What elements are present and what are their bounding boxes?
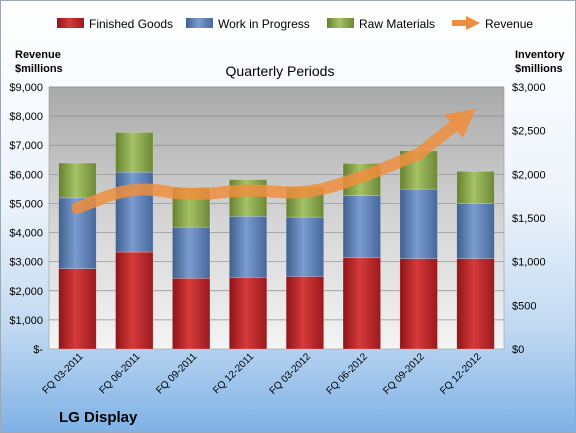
bar-raw-materials (58, 162, 97, 199)
legend-label-revenue: Revenue (485, 17, 533, 31)
bars (58, 132, 495, 350)
right-axis-tick-label: $500 (512, 300, 536, 312)
left-axis-ticks: $- $1,000 $2,000 $3,000 $4,000 $5,000 $6,000 $7… (9, 82, 43, 356)
chart-title: Quarterly Periods (226, 63, 335, 79)
x-axis-tick-label: FQ 03-2011 (41, 351, 86, 396)
left-axis-tick-label: $5,000 (9, 198, 43, 210)
bar-work-in-progress (172, 226, 211, 279)
bar-finished-goods (115, 251, 154, 350)
bar-work-in-progress (285, 216, 325, 277)
legend-label-raw-materials: Raw Materials (359, 17, 435, 31)
revenue-line (71, 108, 476, 214)
legend: Finished Goods Work in Progress Raw Mate… (57, 16, 533, 31)
left-axis-tick-label: $9,000 (9, 82, 43, 94)
bar-work-in-progress (456, 203, 495, 259)
left-axis-title-line2: $millions (15, 63, 63, 75)
legend-arrow-head-revenue (466, 16, 480, 30)
bar-finished-goods (342, 257, 381, 350)
bar-raw-materials (115, 132, 154, 173)
x-axis-tick-label: FQ 06-2012 (324, 351, 370, 397)
left-axis-title-line1: Revenue (15, 49, 61, 61)
bar-work-in-progress (342, 195, 381, 259)
left-axis-tick-label: $1,000 (9, 315, 43, 327)
bar-work-in-progress (228, 215, 268, 278)
x-axis-tick-label: FQ 09-2011 (154, 351, 199, 396)
bar-finished-goods (285, 276, 325, 350)
bar-work-in-progress (399, 188, 438, 259)
legend-item-raw-materials: Raw Materials (327, 17, 435, 31)
x-axis-tick-label: FQ 03-2012 (268, 351, 314, 397)
legend-label-finished-goods: Finished Goods (89, 17, 173, 31)
right-axis-tick-label: $3,000 (512, 82, 546, 94)
right-axis-tick-label: $2,000 (512, 169, 546, 181)
legend-swatch-finished-goods (57, 18, 84, 28)
revenue-arrow-head (444, 108, 476, 138)
bar-finished-goods (456, 258, 495, 350)
left-axis-tick-label: $4,000 (9, 228, 43, 240)
revenue-line-path (71, 120, 460, 214)
bar-finished-goods (58, 268, 97, 350)
left-axis-tick-label: $2,000 (9, 286, 43, 298)
legend-item-revenue: Revenue (452, 16, 533, 31)
legend-swatch-raw-materials (327, 18, 354, 28)
right-axis-tick-label: $2,500 (512, 126, 546, 138)
right-axis-ticks: $0 $500 $1,000 $1,500 $2,000 $2,500 $3,000 (512, 82, 546, 356)
bar-finished-goods (399, 258, 438, 350)
x-axis-tick-label: FQ 12-2011 (211, 351, 256, 396)
bar-work-in-progress (58, 197, 97, 269)
left-axis-tick-label: $- (33, 344, 43, 356)
x-axis-tick-label: FQ 09-2012 (381, 351, 427, 397)
left-axis-tick-label: $6,000 (9, 169, 43, 181)
bar-raw-materials (456, 170, 495, 204)
x-axis-tick-label: FQ 12-2012 (438, 351, 484, 397)
left-axis-tick-label: $8,000 (9, 111, 43, 123)
left-axis-tick-label: $7,000 (9, 140, 43, 152)
x-axis-ticks: FQ 03-2011 FQ 06-2011 FQ 09-2011 FQ 12-2011… (41, 351, 484, 397)
right-axis-tick-label: $1,000 (512, 257, 546, 269)
bar-finished-goods (228, 277, 268, 350)
right-axis-tick-label: $1,500 (512, 213, 546, 225)
x-axis-tick-label: FQ 06-2011 (97, 351, 142, 396)
company-name: LG Display (59, 409, 138, 426)
legend-item-finished-goods: Finished Goods (57, 17, 173, 31)
right-axis-tick-label: $0 (512, 344, 524, 356)
legend-swatch-work-in-progress (186, 18, 213, 28)
legend-item-work-in-progress: Work in Progress (186, 17, 310, 31)
right-axis-title-line1: Inventory (515, 49, 565, 61)
right-axis-title-line2: $millions (515, 63, 563, 75)
left-axis-tick-label: $3,000 (9, 257, 43, 269)
legend-label-work-in-progress: Work in Progress (218, 17, 310, 31)
bar-finished-goods (172, 277, 211, 350)
